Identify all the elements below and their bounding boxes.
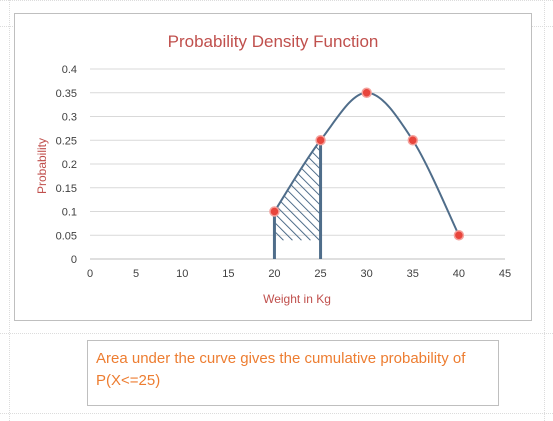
background-gridline [544, 0, 545, 421]
x-tick-label: 45 [499, 268, 511, 280]
hatch-line [334, 120, 454, 240]
hatch-line [460, 120, 531, 240]
hatch-line [280, 140, 321, 241]
hatch-line [274, 140, 311, 241]
hatch-line [274, 140, 275, 241]
data-markers [269, 87, 465, 241]
chart-container[interactable]: Probability Density Function 0 5 10 15 20 25 3… [14, 13, 532, 321]
hatch-line [433, 120, 531, 240]
note-text-box[interactable]: Area under the curve gives the cumulativ… [87, 340, 499, 406]
chart-title: Probability Density Function [168, 32, 379, 51]
background-gridline [9, 0, 10, 421]
note-text: Area under the curve gives the cumulativ… [96, 350, 466, 389]
y-tick-label: 0.25 [56, 135, 77, 147]
hatch-line [274, 140, 320, 241]
hatch-line [379, 120, 499, 240]
hatch-line [451, 120, 531, 240]
hatch-line [274, 140, 321, 241]
hatch-line [289, 140, 321, 241]
hatch-line [406, 120, 526, 240]
data-point [315, 135, 326, 146]
y-axis-title: Probability [35, 138, 49, 194]
x-tick-label: 40 [453, 268, 465, 280]
data-point [407, 135, 419, 146]
y-tick-labels: 0 0.05 0.1 0.15 0.2 0.25 0.3 0.35 0.4 [56, 64, 77, 266]
gridlines [90, 68, 505, 260]
x-tick-label: 35 [407, 268, 419, 280]
chart-svg: Probability Density Function 0 5 10 15 20 25 3… [35, 32, 531, 306]
background-gridline [0, 413, 553, 414]
y-tick-label: 0.35 [56, 88, 77, 100]
hatch-line [274, 140, 321, 241]
x-tick-labels: 0 5 10 15 20 25 30 35 40 45 [87, 268, 511, 280]
hatch-line [361, 120, 481, 240]
data-point [269, 206, 280, 217]
x-tick-label: 0 [87, 268, 93, 280]
hatch-group [274, 120, 531, 241]
hatch-line [325, 120, 445, 240]
hatch-line [442, 120, 531, 240]
x-axis-title: Weight in Kg [263, 292, 331, 306]
hatch-line [274, 140, 321, 241]
hatch-line [274, 140, 302, 241]
y-tick-label: 0 [71, 254, 77, 266]
y-tick-label: 0.4 [62, 64, 77, 76]
x-tick-label: 10 [176, 268, 188, 280]
shaded-area [272, 120, 531, 259]
hatch-line [274, 140, 321, 241]
background-gridline [0, 333, 553, 334]
data-point [453, 230, 465, 241]
y-tick-label: 0.2 [62, 159, 77, 171]
x-tick-label: 15 [222, 268, 234, 280]
hatch-line [316, 140, 321, 241]
y-tick-label: 0.1 [62, 207, 77, 219]
y-tick-label: 0.3 [62, 112, 77, 124]
background-gridline [0, 0, 553, 1]
y-tick-label: 0.15 [56, 183, 77, 195]
hatch-line [388, 120, 508, 240]
data-point [361, 87, 372, 98]
hatch-line [274, 140, 284, 241]
hatch-line [424, 120, 531, 240]
x-tick-label: 30 [361, 268, 373, 280]
hatch-line [469, 120, 531, 240]
x-tick-label: 5 [133, 268, 139, 280]
x-tick-label: 20 [268, 268, 280, 280]
hatch-line [274, 140, 321, 241]
y-tick-label: 0.05 [56, 230, 77, 242]
hatch-line [274, 140, 321, 241]
hatch-line [343, 120, 463, 240]
x-tick-label: 25 [314, 268, 326, 280]
hatch-line [370, 120, 490, 240]
